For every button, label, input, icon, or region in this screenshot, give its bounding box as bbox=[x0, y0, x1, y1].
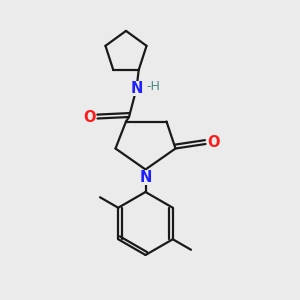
Text: N: N bbox=[130, 81, 143, 96]
Text: O: O bbox=[208, 135, 220, 150]
Text: O: O bbox=[83, 110, 95, 124]
Text: -H: -H bbox=[146, 80, 160, 94]
Text: N: N bbox=[139, 169, 152, 184]
